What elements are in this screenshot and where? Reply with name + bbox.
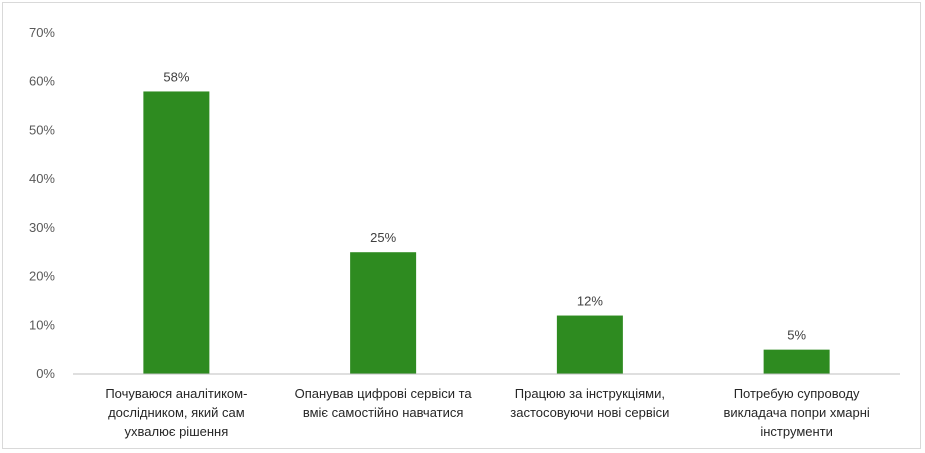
data-label: 58% <box>163 69 189 84</box>
data-label: 12% <box>577 294 603 309</box>
data-label: 5% <box>787 328 806 343</box>
bar <box>350 252 417 374</box>
y-tick-label: 70% <box>29 25 55 40</box>
y-tick-label: 40% <box>29 171 55 186</box>
category-labels: Почуваюся аналітиком-дослідником, який с… <box>105 386 870 439</box>
y-tick-label: 0% <box>36 366 55 381</box>
x-tick-label: Потребую супроводу викладача попри хмарні… <box>723 386 869 439</box>
data-labels: 58% 25% 12% 5% <box>163 69 806 342</box>
x-tick-label: Працюю за інструкціями, застосовуючи нові… <box>510 386 669 420</box>
bar <box>556 315 623 374</box>
bar <box>143 91 210 374</box>
x-tick-label: Почуваюся аналітиком-дослідником, який с… <box>105 386 247 439</box>
data-label: 25% <box>370 230 396 245</box>
y-tick-label: 50% <box>29 122 55 137</box>
y-tick-label: 20% <box>29 269 55 284</box>
y-tick-label: 30% <box>29 220 55 235</box>
y-tick-label: 60% <box>29 74 55 89</box>
x-tick-label: Опанував цифрові сервіси та вміє самостій… <box>295 386 473 420</box>
bar <box>763 349 830 374</box>
y-tick-label: 10% <box>29 317 55 332</box>
y-axis-tick-labels: 0% 10% 20% 30% 40% 50% 60% 70% <box>29 25 55 381</box>
bars <box>143 91 830 374</box>
